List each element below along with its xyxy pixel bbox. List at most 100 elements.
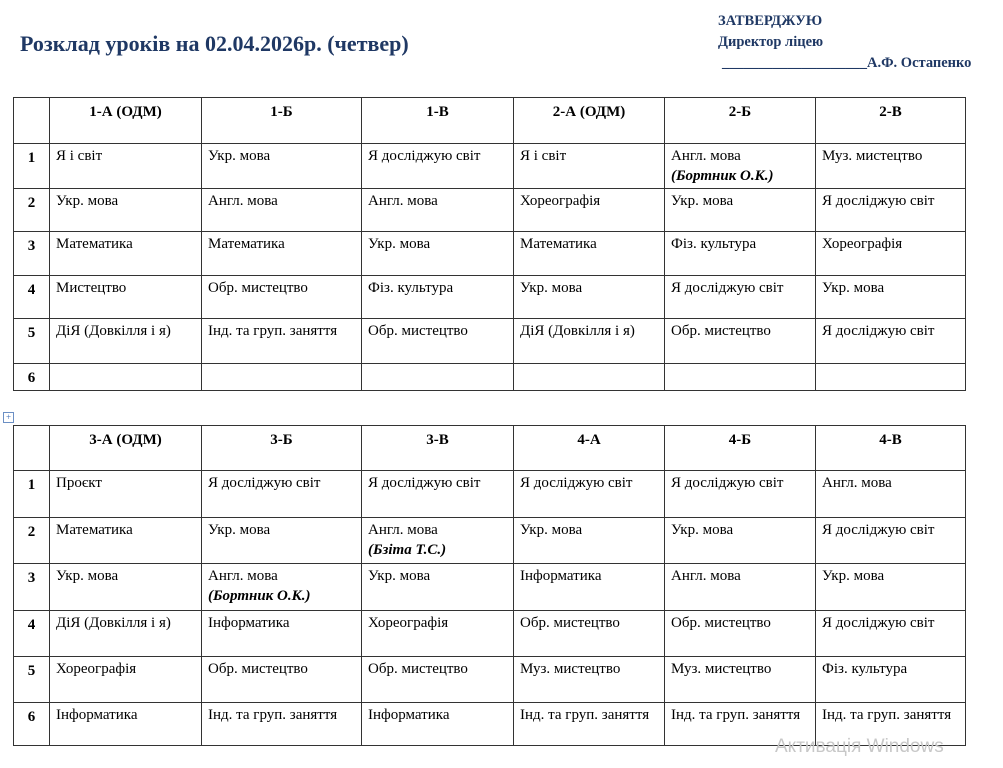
- corner-cell: [13, 425, 50, 471]
- lesson-cell: Я досліджую світ: [815, 517, 966, 564]
- lesson-cell: Укр. мова: [361, 231, 514, 276]
- subject-name: Англ. мова: [208, 568, 278, 584]
- subject-name: Математика: [56, 236, 133, 252]
- lesson-cell: Я досліджую світ: [201, 470, 362, 518]
- subject-name: Укр. мова: [822, 568, 885, 584]
- subject-name: Мистецтво: [56, 280, 127, 296]
- lesson-number: 6: [13, 363, 50, 391]
- subject-name: Математика: [520, 236, 597, 252]
- lesson-cell: [513, 363, 665, 391]
- subject-name: Я досліджую світ: [671, 475, 784, 491]
- subject-name: Інформатика: [368, 707, 450, 723]
- class-header: 4-Б: [664, 425, 816, 471]
- lesson-cell: Муз. мистецтво: [815, 143, 966, 189]
- subject-name: Укр. мова: [56, 568, 119, 584]
- lesson-cell: Проєкт: [49, 470, 202, 518]
- lesson-cell: Укр. мова: [664, 188, 816, 232]
- subject-name: Я досліджую світ: [368, 475, 481, 491]
- subject-name: ДіЯ (Довкілля і я): [56, 323, 171, 339]
- lesson-cell: Англ. мова (Бортник О.К.): [664, 143, 816, 189]
- subject-name: Інформатика: [208, 615, 290, 631]
- lesson-cell: Я досліджую світ: [361, 470, 514, 518]
- lesson-cell: Англ. мова (Бзіта Т.С.): [361, 517, 514, 564]
- subject-name: Інд. та груп. заняття: [208, 323, 338, 339]
- class-header: 4-В: [815, 425, 966, 471]
- lesson-row: 1 Я і світ Укр. мова Я досліджую світ Я і св…: [13, 143, 966, 189]
- lesson-row: 6 Інформатика Інд. та груп. заняття Інформа…: [13, 702, 966, 746]
- lesson-cell: Я досліджую світ: [361, 143, 514, 189]
- lesson-row: 2 Укр. мова Англ. мова Англ. мова Хореографі…: [13, 188, 966, 232]
- class-header: 3-В: [361, 425, 514, 471]
- subject-name: Хореографія: [822, 236, 903, 252]
- subject-name: Англ. мова: [822, 475, 892, 491]
- subject-name: Фіз. культура: [671, 236, 757, 252]
- lesson-cell: Англ. мова: [201, 188, 362, 232]
- lesson-cell: Укр. мова: [361, 563, 514, 611]
- lesson-cell: [361, 363, 514, 391]
- subject-name: Математика: [208, 236, 285, 252]
- lesson-row: 1 Проєкт Я досліджую світ Я досліджую світ Я…: [13, 470, 966, 518]
- teacher-note: (Бзіта Т.С.): [368, 542, 447, 558]
- teacher-note: (Бортник О.К.): [671, 168, 774, 184]
- lesson-number: 4: [13, 610, 50, 657]
- lesson-cell: Укр. мова: [513, 517, 665, 564]
- subject-name: Обр. мистецтво: [368, 661, 468, 677]
- lesson-cell: Хореографія: [513, 188, 665, 232]
- subject-name: Укр. мова: [208, 522, 271, 538]
- lesson-cell: Англ. мова: [361, 188, 514, 232]
- lesson-cell: Інд. та груп. заняття: [513, 702, 665, 746]
- lesson-cell: Інформатика: [513, 563, 665, 611]
- subject-name: Обр. мистецтво: [208, 280, 308, 296]
- lesson-cell: Хореографія: [815, 231, 966, 276]
- subject-name: Інд. та груп. заняття: [822, 707, 952, 723]
- subject-name: Інд. та груп. заняття: [520, 707, 650, 723]
- lesson-row: 4 ДіЯ (Довкілля і я) Інформатика Хореографі…: [13, 610, 966, 657]
- director-name: А.Ф. Остапенко: [867, 55, 972, 71]
- table-move-handle-icon[interactable]: +: [3, 412, 14, 423]
- subject-name: Я досліджую світ: [368, 148, 481, 164]
- subject-name: Проєкт: [56, 475, 102, 491]
- approval-signature: ____________________А.Ф. Остапенко: [722, 53, 971, 74]
- lesson-row: 3 Укр. мова Англ. мова (Бортник О.К.) Укр. м…: [13, 563, 966, 611]
- lesson-row: 3 Математика Математика Укр. мова Математика…: [13, 231, 966, 276]
- subject-name: Муз. мистецтво: [671, 661, 772, 677]
- subject-name: Англ. мова: [671, 568, 741, 584]
- lesson-number: 3: [13, 231, 50, 276]
- lesson-cell: ДіЯ (Довкілля і я): [49, 610, 202, 657]
- lesson-cell: Я досліджую світ: [815, 188, 966, 232]
- header-row: 3-А (ОДМ) 3-Б 3-В 4-А 4-Б 4-В: [13, 425, 966, 471]
- subject-name: Укр. мова: [368, 236, 431, 252]
- lesson-cell: Хореографія: [361, 610, 514, 657]
- subject-name: Хореографія: [368, 615, 449, 631]
- subject-name: Муз. мистецтво: [520, 661, 621, 677]
- lesson-number: 1: [13, 143, 50, 189]
- lesson-cell: Англ. мова (Бортник О.К.): [201, 563, 362, 611]
- lesson-number: 6: [13, 702, 50, 746]
- lesson-cell: Хореографія: [49, 656, 202, 703]
- lesson-number: 5: [13, 656, 50, 703]
- lesson-number: 3: [13, 563, 50, 611]
- subject-name: Математика: [56, 522, 133, 538]
- lesson-number: 1: [13, 470, 50, 518]
- signature-line: ____________________: [722, 55, 867, 71]
- class-header: 2-А (ОДМ): [513, 97, 665, 144]
- subject-name: Фіз. культура: [822, 661, 908, 677]
- lesson-cell: Обр. мистецтво: [513, 610, 665, 657]
- subject-name: Муз. мистецтво: [822, 148, 923, 164]
- subject-name: Інд. та груп. заняття: [208, 707, 338, 723]
- subject-name: Я досліджую світ: [671, 280, 784, 296]
- lesson-cell: Укр. мова: [513, 275, 665, 319]
- class-header: 1-В: [361, 97, 514, 144]
- lesson-cell: Обр. мистецтво: [201, 275, 362, 319]
- subject-name: Я досліджую світ: [822, 522, 935, 538]
- subject-name: Англ. мова: [368, 193, 438, 209]
- lesson-cell: Інд. та груп. заняття: [201, 318, 362, 364]
- subject-name: Обр. мистецтво: [671, 615, 771, 631]
- lesson-cell: Інд. та груп. заняття: [201, 702, 362, 746]
- lesson-cell: Інд. та груп. заняття: [664, 702, 816, 746]
- subject-name: Обр. мистецтво: [520, 615, 620, 631]
- lesson-cell: Фіз. культура: [361, 275, 514, 319]
- lesson-cell: Укр. мова: [815, 563, 966, 611]
- subject-name: Обр. мистецтво: [368, 323, 468, 339]
- lesson-cell: Інформатика: [201, 610, 362, 657]
